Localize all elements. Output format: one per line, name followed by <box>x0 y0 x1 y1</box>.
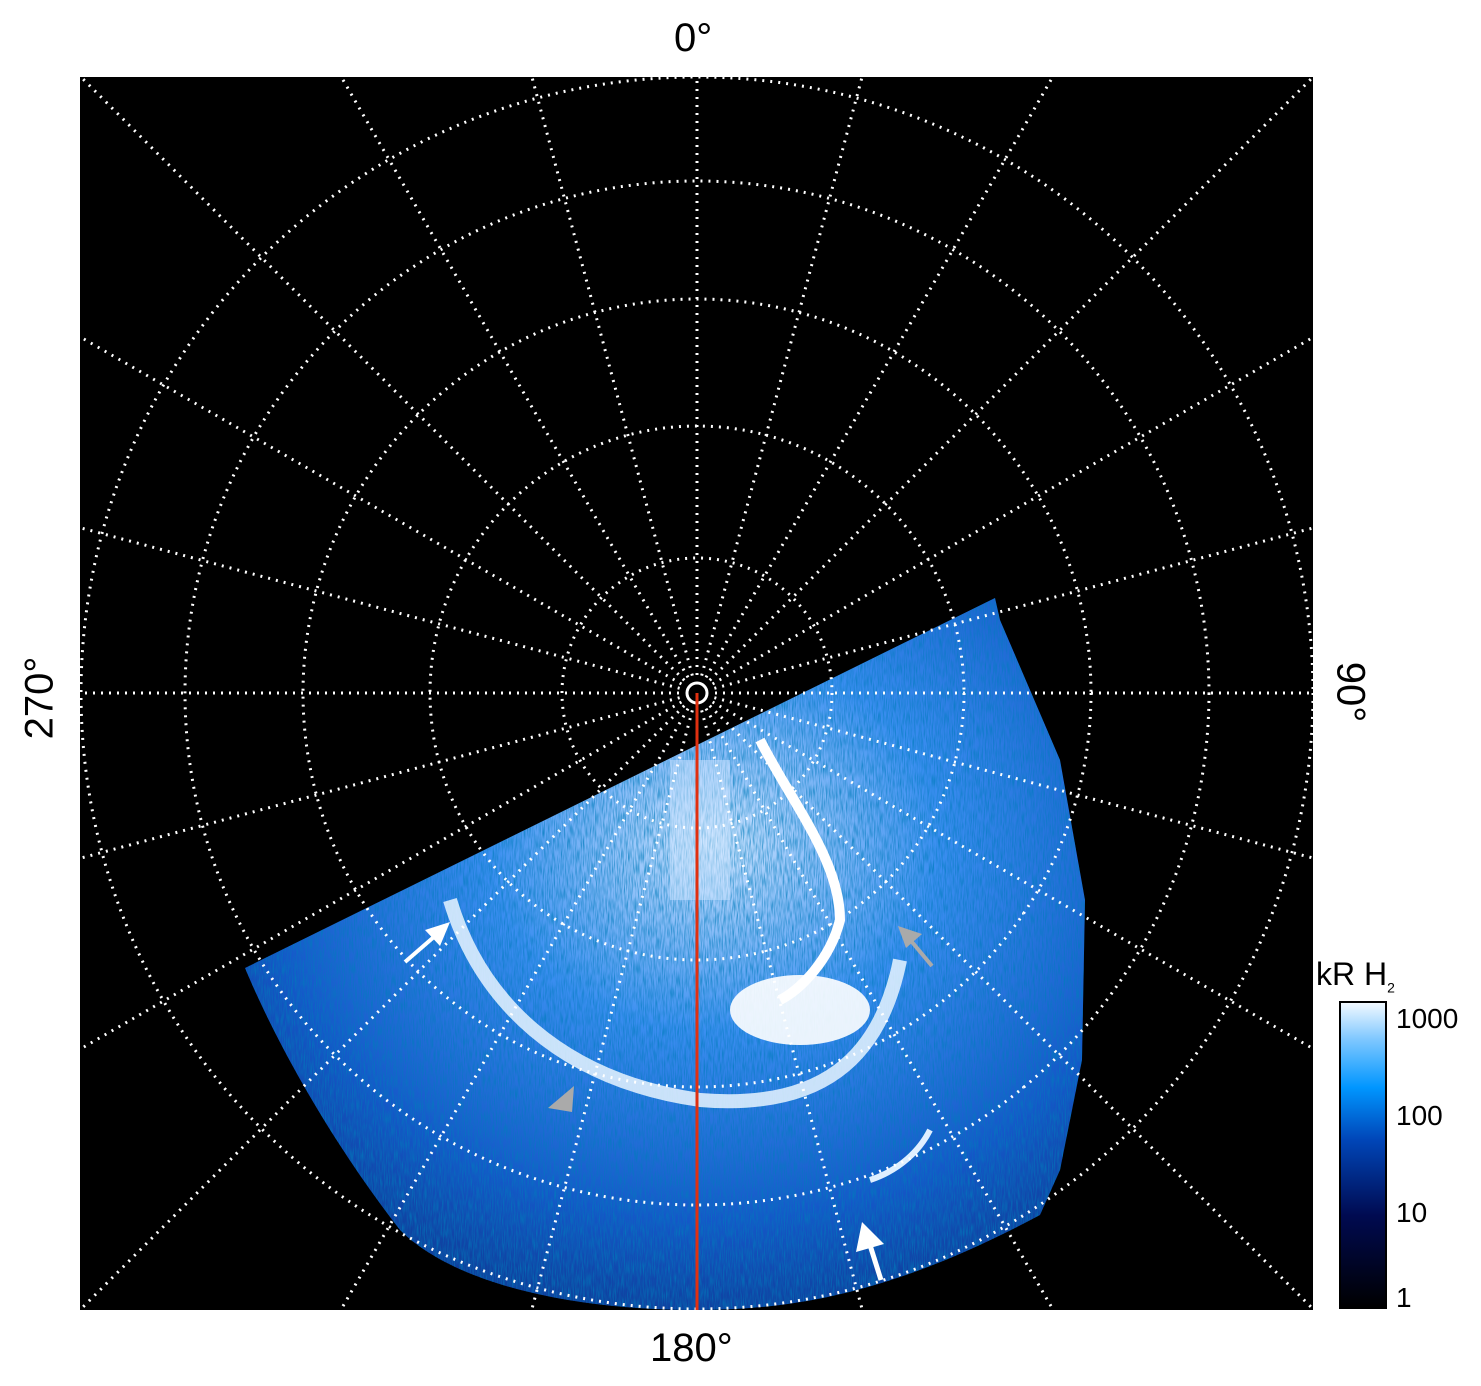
longitude-spoke <box>711 336 1313 686</box>
arrow-white-bottom <box>856 1222 884 1281</box>
longitude-spoke <box>704 77 1054 679</box>
colorbar <box>1339 1001 1387 1309</box>
angle-label-top: 0° <box>674 16 713 60</box>
latitude-circle <box>560 556 834 830</box>
annotation-arrows <box>403 922 934 1281</box>
angle-label-left: 270° <box>17 656 62 740</box>
colorbar-tick-label: 1000 <box>1396 1003 1459 1034</box>
colorbar-tick-label: 10 <box>1396 1197 1428 1228</box>
colorbar-title-subscript: 2 <box>1387 979 1395 996</box>
polar-grid <box>80 77 1313 1310</box>
colorbar-title: kR H2 <box>1316 956 1395 1005</box>
longitude-spoke <box>80 704 686 1310</box>
latitude-circle <box>183 179 1211 1207</box>
arrow-white-left <box>403 922 450 964</box>
angle-label-right: 90° <box>1328 661 1373 723</box>
colorbar-tick-label: 1 <box>1396 1282 1412 1313</box>
colorbar-title-text: kR H <box>1316 956 1388 992</box>
longitude-spoke <box>340 77 690 679</box>
arrow-gray-right <box>898 926 934 968</box>
arrow-gray-lower-left <box>548 1086 574 1112</box>
angle-label-bottom: 180° <box>650 1326 733 1370</box>
colorbar-tick-label: 100 <box>1396 1100 1443 1131</box>
longitude-spoke <box>711 700 1313 1050</box>
